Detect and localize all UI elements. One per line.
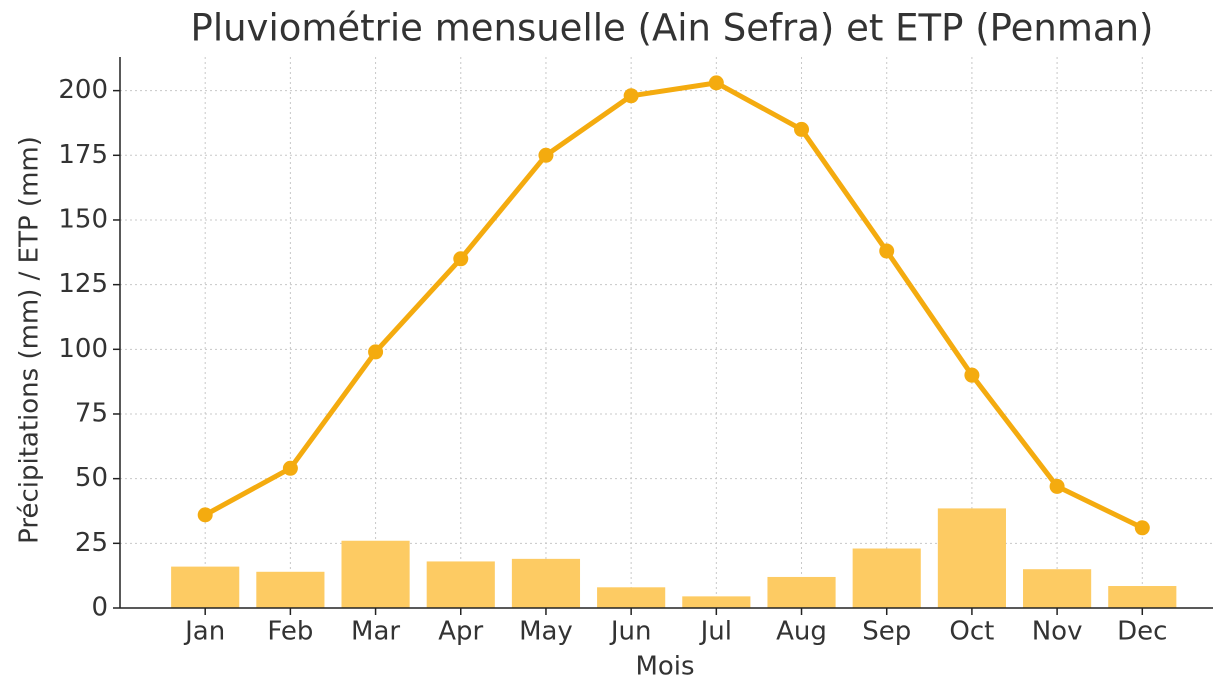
x-tick-label: Dec: [1117, 617, 1167, 647]
y-tick-label: 50: [75, 463, 108, 493]
marker: [282, 460, 298, 476]
x-axis-label: Mois: [635, 652, 694, 680]
bar: [171, 566, 240, 608]
x-tick-label: Oct: [949, 617, 994, 647]
bar: [511, 558, 581, 608]
marker: [964, 367, 980, 383]
y-tick-label: 75: [75, 398, 108, 428]
y-axis-label: Précipitations (mm) / ETP (mm): [15, 136, 45, 544]
marker: [708, 75, 724, 91]
chart-title: Pluviométrie mensuelle (Ain Sefra) et ET…: [191, 7, 1154, 50]
x-tick-label: Nov: [1032, 617, 1083, 647]
y-tick-label: 200: [58, 75, 108, 105]
y-tick-label: 100: [58, 334, 108, 364]
marker: [1049, 478, 1065, 494]
marker: [794, 121, 810, 137]
x-tick-label: Aug: [776, 617, 827, 647]
y-tick-label: 0: [91, 593, 108, 623]
marker: [879, 243, 895, 259]
x-tick-label: Jan: [183, 617, 225, 647]
bar: [256, 571, 325, 608]
bar: [937, 508, 1006, 608]
bar: [426, 561, 495, 608]
x-tick-label: May: [519, 617, 573, 647]
marker: [623, 88, 639, 104]
marker: [538, 147, 554, 163]
marker: [368, 344, 384, 360]
y-tick-label: 125: [58, 269, 108, 299]
line: [203, 80, 1144, 531]
bar: [1108, 586, 1177, 608]
bar: [852, 548, 921, 608]
x-tick-label: Sep: [862, 617, 911, 647]
marker: [197, 507, 213, 523]
marker: [453, 251, 469, 267]
marker: [1134, 520, 1150, 536]
bar: [341, 540, 410, 608]
x-tick-label: Jun: [609, 617, 652, 647]
bar: [597, 587, 666, 608]
x-tick-label: Mar: [351, 617, 400, 647]
x-tick-label: Apr: [438, 617, 483, 647]
y-tick-label: 175: [58, 140, 108, 170]
bar: [682, 596, 751, 608]
bar: [767, 576, 836, 608]
bar: [1023, 569, 1092, 608]
y-tick-label: 150: [58, 204, 108, 234]
x-tick-label: Jul: [699, 617, 732, 647]
x-tick-label: Feb: [267, 617, 313, 647]
y-tick-label: 25: [75, 528, 108, 558]
